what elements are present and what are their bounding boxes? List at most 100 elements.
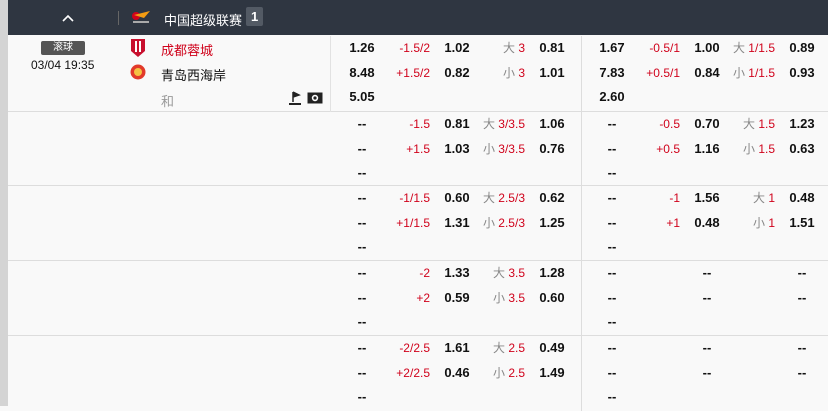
handicap-odds[interactable]: 0.81 xyxy=(444,116,470,131)
over-under-odds[interactable]: 1.01 xyxy=(539,65,565,80)
win-odds[interactable]: 5.05 xyxy=(349,89,375,104)
over-under-odds[interactable]: 0.89 xyxy=(789,40,815,55)
over-under-odds[interactable]: -- xyxy=(797,265,807,280)
over-under-value: 2.5/3 xyxy=(498,216,525,230)
handicap-odds[interactable]: 1.02 xyxy=(444,40,470,55)
over-under-odds[interactable]: 1.51 xyxy=(789,215,815,230)
over-under-value: 1 xyxy=(768,191,775,205)
win-odds[interactable]: -- xyxy=(607,215,617,230)
handicap-odds[interactable]: -- xyxy=(702,265,712,280)
over-under-odds[interactable]: 0.62 xyxy=(539,190,565,205)
over-under-line: 小 3.5 xyxy=(445,290,525,306)
win-odds[interactable]: -- xyxy=(357,314,367,329)
over-under-label: 小 xyxy=(492,366,505,380)
over-under-odds[interactable]: 0.49 xyxy=(539,340,565,355)
handicap-odds[interactable]: 0.48 xyxy=(694,215,720,230)
win-odds[interactable]: -- xyxy=(357,190,367,205)
column-divider xyxy=(581,261,582,335)
over-under-value: 1 xyxy=(768,216,775,230)
over-under-odds[interactable]: 0.48 xyxy=(789,190,815,205)
handicap-odds[interactable]: 1.56 xyxy=(694,190,720,205)
over-under-odds[interactable]: -- xyxy=(797,365,807,380)
over-under-value: 3 xyxy=(518,41,525,55)
over-under-odds[interactable]: 1.06 xyxy=(539,116,565,131)
over-under-odds[interactable]: 1.23 xyxy=(789,116,815,131)
win-odds[interactable]: 1.67 xyxy=(599,40,625,55)
collapse-button[interactable] xyxy=(58,8,78,28)
league-name[interactable]: 中国超级联赛 xyxy=(164,13,243,28)
handicap-odds[interactable]: 1.03 xyxy=(444,141,470,156)
over-under-odds[interactable]: -- xyxy=(797,290,807,305)
away-team-name[interactable]: 青岛西海岸 xyxy=(161,68,227,83)
win-odds[interactable]: -- xyxy=(607,190,617,205)
over-under-line: 小 3 xyxy=(445,65,525,81)
win-odds[interactable]: 7.83 xyxy=(599,65,625,80)
win-odds[interactable]: 2.60 xyxy=(599,89,625,104)
over-under-odds[interactable]: 1.49 xyxy=(539,365,565,380)
handicap-odds[interactable]: 0.60 xyxy=(444,190,470,205)
odds-row: -- -2/2.5 1.61 大 2.5 0.49 -- +2/2.5 0.46 小 2.5 1.… xyxy=(8,336,828,411)
win-odds[interactable]: -- xyxy=(607,314,617,329)
over-under-line: 大 2.5/3 xyxy=(445,190,525,206)
win-odds[interactable]: -- xyxy=(357,340,367,355)
win-odds[interactable]: -- xyxy=(357,141,367,156)
handicap-odds[interactable]: 0.82 xyxy=(444,65,470,80)
handicap-line: -1.5 xyxy=(409,117,430,131)
win-odds[interactable]: -- xyxy=(607,165,617,180)
handicap-odds[interactable]: 0.84 xyxy=(694,65,720,80)
over-under-odds[interactable]: 1.25 xyxy=(539,215,565,230)
over-under-line: 小 1 xyxy=(695,215,775,231)
over-under-odds[interactable]: 0.93 xyxy=(789,65,815,80)
win-odds[interactable]: -- xyxy=(357,239,367,254)
handicap-odds[interactable]: 0.46 xyxy=(444,365,470,380)
over-under-value: 2.5 xyxy=(508,341,525,355)
home-team-name[interactable]: 成都蓉城 xyxy=(161,43,214,58)
win-odds[interactable]: -- xyxy=(607,141,617,156)
handicap-line: -0.5/1 xyxy=(649,41,680,55)
over-under-odds[interactable]: 0.81 xyxy=(539,40,565,55)
away-team-logo-icon xyxy=(130,64,146,80)
handicap-odds[interactable]: 1.61 xyxy=(444,340,470,355)
handicap-odds[interactable]: 1.16 xyxy=(694,141,720,156)
left-scroll-strip xyxy=(0,0,8,406)
handicap-odds[interactable]: 1.31 xyxy=(444,215,470,230)
win-odds[interactable]: -- xyxy=(607,365,617,380)
over-under-value: 3.5 xyxy=(508,291,525,305)
status-badge: 滚球 xyxy=(41,41,85,55)
over-under-odds[interactable]: 0.63 xyxy=(789,141,815,156)
over-under-label: 小 xyxy=(502,66,515,80)
win-odds[interactable]: -- xyxy=(607,239,617,254)
over-under-odds[interactable]: 0.76 xyxy=(539,141,565,156)
over-under-label: 大 xyxy=(752,191,765,205)
win-odds[interactable]: -- xyxy=(357,215,367,230)
win-odds[interactable]: 1.26 xyxy=(349,40,375,55)
handicap-odds[interactable]: 0.70 xyxy=(694,116,720,131)
live-video-icon[interactable] xyxy=(307,92,323,104)
win-odds[interactable]: -- xyxy=(357,365,367,380)
win-odds[interactable]: -- xyxy=(607,340,617,355)
win-odds[interactable]: -- xyxy=(357,290,367,305)
over-under-odds[interactable]: -- xyxy=(797,340,807,355)
handicap-odds[interactable]: 1.33 xyxy=(444,265,470,280)
over-under-odds[interactable]: 0.60 xyxy=(539,290,565,305)
win-odds[interactable]: -- xyxy=(607,265,617,280)
handicap-odds[interactable]: -- xyxy=(702,365,712,380)
win-odds[interactable]: -- xyxy=(607,290,617,305)
win-odds[interactable]: -- xyxy=(357,165,367,180)
win-odds[interactable]: 8.48 xyxy=(349,65,375,80)
win-odds[interactable]: -- xyxy=(607,116,617,131)
win-odds[interactable]: -- xyxy=(357,265,367,280)
handicap-odds[interactable]: 0.59 xyxy=(444,290,470,305)
win-odds[interactable]: -- xyxy=(357,389,367,404)
handicap-odds[interactable]: 1.00 xyxy=(694,40,720,55)
handicap-line: +2/2.5 xyxy=(396,366,430,380)
corner-flag-icon[interactable] xyxy=(288,91,302,105)
over-under-odds[interactable]: 1.28 xyxy=(539,265,565,280)
handicap-odds[interactable]: -- xyxy=(702,340,712,355)
handicap-odds[interactable]: -- xyxy=(702,290,712,305)
win-odds[interactable]: -- xyxy=(357,116,367,131)
over-under-line: 大 1.5 xyxy=(695,116,775,132)
handicap-line: +2 xyxy=(416,291,430,305)
win-odds[interactable]: -- xyxy=(607,389,617,404)
handicap-line: -2 xyxy=(419,266,430,280)
